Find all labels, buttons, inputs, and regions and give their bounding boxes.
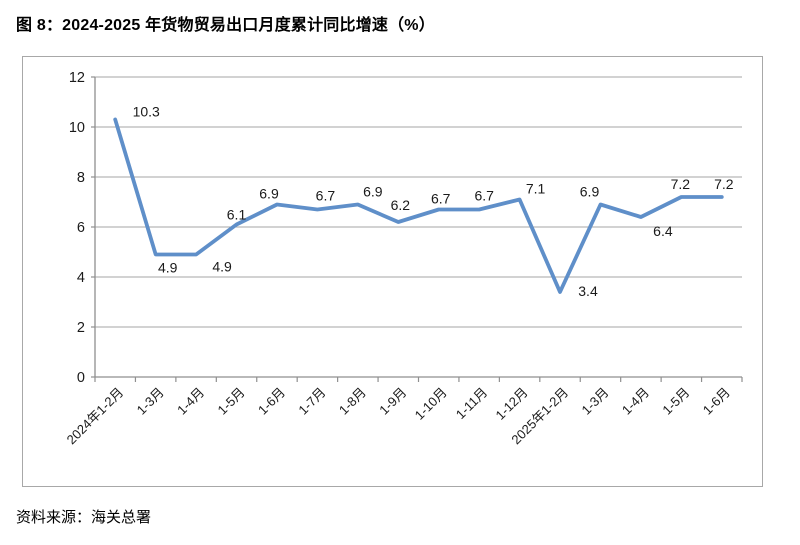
x-tick-label: 2024年1-2月	[64, 385, 127, 448]
data-label: 6.9	[363, 183, 383, 199]
y-tick-label: 10	[69, 120, 85, 136]
data-label: 4.9	[212, 258, 232, 274]
x-tick-label: 1-6月	[255, 385, 288, 418]
chart-container: 10.3 4.9 4.9 6.1 6.9 6.7 6.9 6.2 6.7 6.7 7.1 3.4 6.9…	[22, 56, 763, 487]
y-tick-label: 0	[77, 370, 85, 386]
data-label: 6.9	[580, 183, 600, 199]
y-tick-label: 2	[77, 320, 85, 336]
series-line	[113, 117, 724, 294]
data-label: 3.4	[578, 283, 598, 299]
x-tick-label: 1-9月	[376, 385, 409, 418]
x-tick-label: 1-12月	[493, 385, 531, 423]
y-axis	[91, 76, 96, 378]
data-label: 6.7	[474, 187, 494, 203]
data-label: 6.9	[259, 185, 279, 201]
y-tick-label: 8	[77, 170, 85, 186]
line-chart: 10.3 4.9 4.9 6.1 6.9 6.7 6.9 6.2 6.7 6.7 7.1 3.4 6.9…	[64, 70, 743, 448]
data-labels: 10.3 4.9 4.9 6.1 6.9 6.7 6.9 6.2 6.7 6.7 7.1 3.4 6.9…	[133, 103, 734, 298]
data-label: 7.2	[671, 176, 691, 192]
figure-title: 图 8：2024-2025 年货物贸易出口月度累计同比增速（%）	[16, 17, 435, 34]
x-axis-labels: 2024年1-2月 1-3月 1-4月 1-5月 1-6月 1-7月 1-8月 1-9月 1-1…	[64, 385, 733, 448]
data-label: 6.7	[316, 187, 336, 203]
x-tick-label: 1-5月	[659, 385, 692, 418]
x-tick-label: 1-10月	[412, 385, 450, 423]
data-label: 6.2	[391, 197, 411, 213]
x-axis-ticks	[94, 377, 743, 382]
data-label: 10.3	[133, 103, 160, 119]
x-tick-label: 1-5月	[215, 385, 248, 418]
y-axis-labels: 0 2 4 6 8 10 12	[69, 70, 85, 386]
x-tick-label: 1-4月	[619, 385, 652, 418]
y-tick-label: 12	[69, 70, 85, 86]
source-note: 资料来源：海关总署	[16, 509, 152, 526]
x-tick-label: 1-8月	[336, 385, 369, 418]
x-tick-label: 1-3月	[578, 385, 611, 418]
data-label: 4.9	[158, 259, 178, 275]
data-label: 6.4	[653, 223, 673, 239]
y-tick-label: 6	[77, 220, 85, 236]
x-tick-label: 1-4月	[174, 385, 207, 418]
x-tick-label: 1-11月	[453, 385, 491, 423]
y-tick-label: 4	[77, 270, 85, 286]
x-tick-label: 1-3月	[134, 385, 167, 418]
data-label: 7.2	[714, 176, 734, 192]
x-tick-label: 1-7月	[295, 385, 328, 418]
y-gridlines	[95, 76, 742, 378]
data-label: 7.1	[526, 180, 546, 196]
x-tick-label: 1-6月	[700, 385, 733, 418]
data-label: 6.1	[227, 206, 247, 222]
data-label: 6.7	[431, 190, 451, 206]
